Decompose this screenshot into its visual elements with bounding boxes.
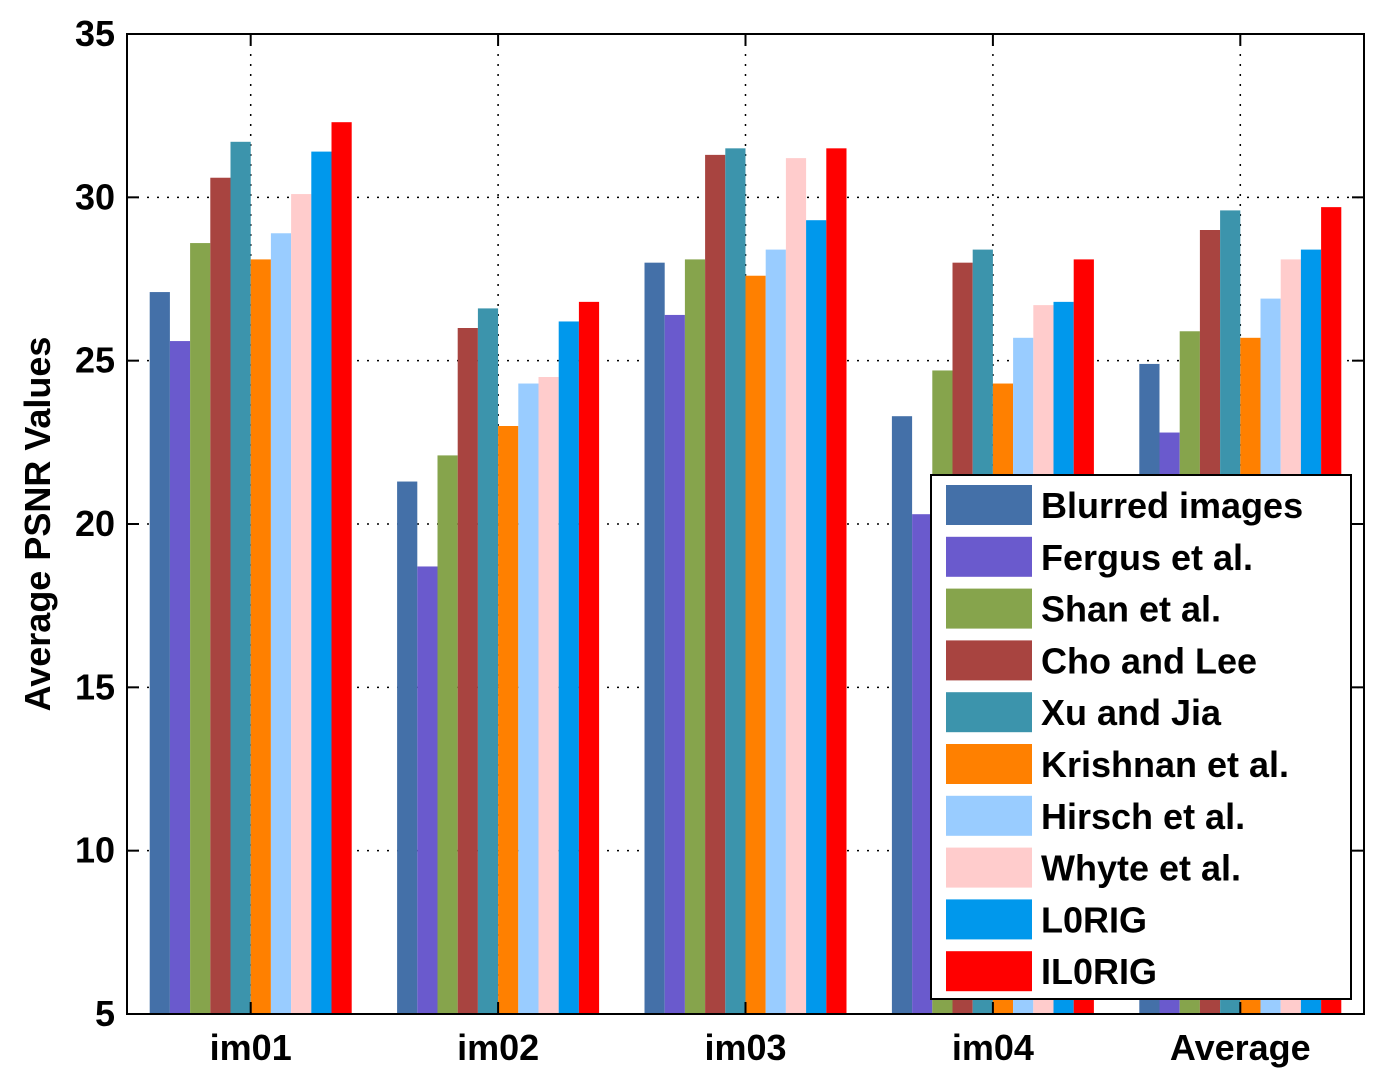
bar bbox=[891, 416, 913, 1014]
bar bbox=[270, 233, 292, 1014]
legend-label: Xu and Jia bbox=[1041, 692, 1222, 733]
legend-label: Shan et al. bbox=[1041, 589, 1221, 630]
x-tick-label: Average bbox=[1170, 1027, 1311, 1068]
bar bbox=[558, 321, 579, 1014]
legend-swatch bbox=[946, 692, 1032, 733]
legend-swatch bbox=[946, 951, 1032, 992]
legend-label: Fergus et al. bbox=[1041, 537, 1253, 578]
y-axis-ticks: 5 10 15 20 25 30 35 bbox=[75, 13, 1364, 1034]
bar bbox=[684, 259, 706, 1014]
x-tick-label: im01 bbox=[210, 1027, 292, 1068]
legend-swatch bbox=[946, 847, 1032, 888]
y-tick-label: 25 bbox=[75, 340, 115, 381]
bar bbox=[331, 122, 352, 1014]
bar bbox=[457, 328, 478, 1014]
bar bbox=[518, 383, 539, 1014]
legend-label: Hirsch et al. bbox=[1041, 796, 1245, 837]
legend-swatch bbox=[946, 588, 1032, 629]
x-tick-label: im03 bbox=[704, 1027, 786, 1068]
legend-swatch bbox=[946, 536, 1032, 577]
bar bbox=[705, 154, 726, 1014]
bar bbox=[417, 566, 438, 1014]
legend-label: Blurred images bbox=[1041, 485, 1303, 526]
legend-label: Krishnan et al. bbox=[1041, 744, 1289, 785]
bar bbox=[169, 341, 191, 1015]
bar bbox=[250, 259, 271, 1014]
bar bbox=[806, 220, 827, 1014]
bar bbox=[912, 514, 933, 1014]
bar bbox=[826, 148, 847, 1015]
legend-swatch bbox=[946, 899, 1032, 940]
bar bbox=[538, 377, 559, 1014]
bar bbox=[477, 308, 499, 1014]
legend-label: IL0RIG bbox=[1041, 951, 1157, 992]
bar bbox=[785, 158, 807, 1015]
legend: Blurred images Fergus et al. Shan et al. Ch… bbox=[930, 474, 1352, 1000]
bar bbox=[397, 481, 418, 1014]
bar bbox=[291, 194, 312, 1015]
legend-swatch bbox=[946, 744, 1032, 784]
bar bbox=[664, 314, 685, 1014]
y-tick-label: 5 bbox=[95, 993, 115, 1034]
y-axis-title: Average PSNR Values bbox=[17, 337, 58, 712]
x-tick-label: im04 bbox=[952, 1027, 1034, 1068]
legend-swatch bbox=[946, 640, 1032, 681]
bar bbox=[311, 151, 332, 1015]
bar bbox=[149, 292, 170, 1015]
x-axis-ticks: im01 im02 im03 im04 Average bbox=[210, 34, 1311, 1068]
legend-label: L0RIG bbox=[1041, 899, 1147, 940]
bar bbox=[765, 249, 786, 1015]
y-tick-label: 15 bbox=[75, 666, 115, 707]
y-tick-label: 35 bbox=[75, 13, 115, 54]
bar bbox=[745, 275, 766, 1014]
legend-label: Whyte et al. bbox=[1041, 848, 1241, 889]
y-tick-label: 30 bbox=[75, 176, 115, 217]
legend-label: Cho and Lee bbox=[1041, 640, 1257, 681]
bar bbox=[578, 301, 600, 1014]
bar bbox=[498, 426, 519, 1014]
legend-swatch bbox=[946, 485, 1032, 525]
x-tick-label: im02 bbox=[457, 1027, 539, 1068]
bar bbox=[644, 262, 665, 1015]
legend-swatch bbox=[946, 795, 1032, 836]
bar bbox=[437, 455, 458, 1014]
y-tick-label: 20 bbox=[75, 503, 115, 544]
bar bbox=[190, 243, 211, 1015]
y-tick-label: 10 bbox=[75, 830, 115, 871]
bar bbox=[230, 141, 251, 1015]
bar bbox=[725, 148, 746, 1015]
bar bbox=[210, 177, 231, 1014]
